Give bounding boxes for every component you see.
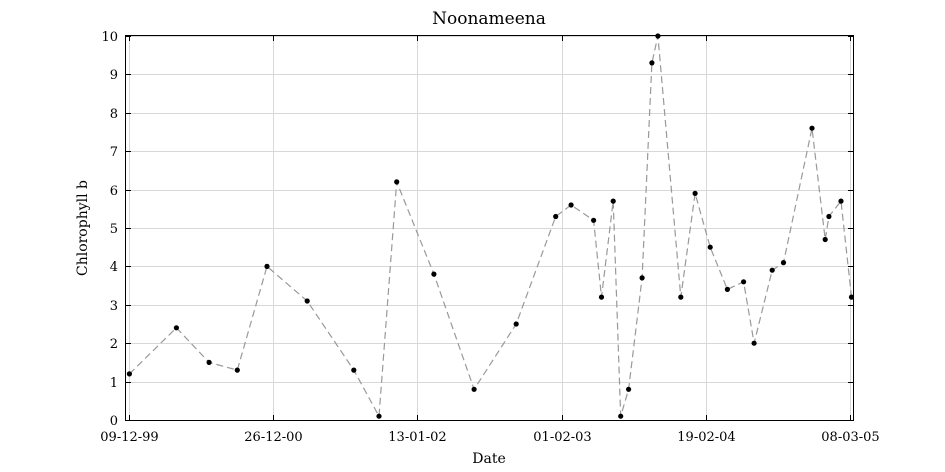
- y-tick-label: 0: [110, 414, 118, 429]
- data-point: [618, 413, 624, 419]
- series-line: [128, 35, 853, 419]
- data-point: [126, 371, 132, 377]
- axis-ticks: 0 1 2 3 4 5 6 7 8 9 10 09-12-99 26-12-00 13-01-02 01-0…: [100, 30, 879, 445]
- data-point: [591, 217, 597, 223]
- data-point: [822, 236, 828, 243]
- y-tick-label: 1: [110, 376, 118, 391]
- data-point: [431, 271, 437, 277]
- y-tick-label: 2: [110, 337, 118, 352]
- data-point: [376, 413, 382, 419]
- y-axis-label: Chlorophyll b: [75, 180, 91, 276]
- data-point: [751, 340, 757, 346]
- data-point: [741, 279, 747, 285]
- data-point: [655, 33, 661, 39]
- y-tick-label: 7: [110, 145, 118, 160]
- plot-frame: [125, 35, 854, 421]
- data-point: [351, 367, 357, 373]
- x-tick-label: 09-12-99: [100, 430, 158, 445]
- data-point: [780, 260, 787, 266]
- x-tick-label: 13-01-02: [388, 430, 446, 445]
- data-point: [513, 321, 519, 327]
- data-point: [610, 198, 616, 204]
- data-point: [649, 60, 655, 66]
- data-point: [206, 359, 212, 365]
- data-point: [471, 386, 477, 392]
- y-tick-label: 9: [110, 68, 118, 83]
- y-tick-label: 4: [110, 260, 118, 275]
- data-point: [626, 386, 632, 392]
- x-tick-label: 01-02-03: [533, 430, 591, 445]
- data-point: [692, 190, 698, 196]
- data-point: [826, 213, 832, 220]
- data-point: [809, 125, 815, 131]
- data-point: [838, 198, 844, 204]
- x-tick-label: 26-12-00: [244, 430, 302, 445]
- y-tick-label: 5: [110, 222, 118, 237]
- data-point: [707, 244, 713, 250]
- data-point: [173, 325, 179, 331]
- y-tick-label: 8: [110, 107, 118, 122]
- data-point: [678, 294, 684, 300]
- x-tick-label: 08-03-05: [821, 430, 879, 445]
- data-point: [568, 202, 574, 208]
- data-point: [264, 263, 270, 269]
- chart-title: Noonameena: [432, 9, 546, 29]
- data-point: [394, 179, 400, 185]
- y-tick-label: 3: [110, 299, 118, 314]
- data-point: [304, 298, 310, 304]
- y-tick-label: 6: [110, 184, 118, 199]
- data-point: [553, 213, 559, 220]
- data-point: [234, 367, 240, 373]
- data-point: [769, 267, 775, 273]
- data-point: [639, 275, 645, 281]
- grid: [126, 36, 853, 421]
- data-point: [598, 294, 605, 300]
- data-point: [848, 294, 855, 300]
- x-axis-label: Date: [472, 451, 505, 467]
- y-tick-label: 10: [101, 30, 118, 45]
- data-points: [126, 33, 855, 419]
- data-point: [724, 286, 731, 292]
- x-tick-label: 19-02-04: [677, 430, 735, 445]
